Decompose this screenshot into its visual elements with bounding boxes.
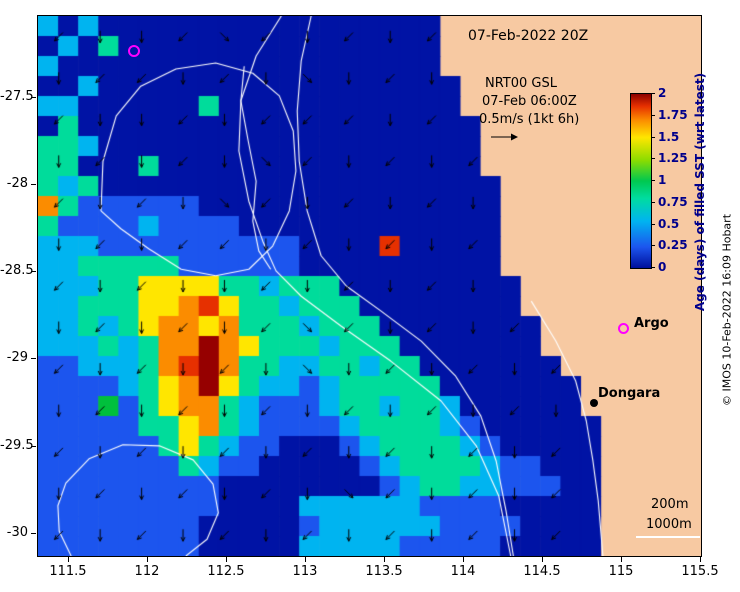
colorbar-tick-label-2: 2 <box>658 86 667 100</box>
colorbar-tick-mark-0.5 <box>651 223 655 225</box>
scale-arrow-icon <box>491 133 518 141</box>
colorbar-tick-label-1.25: 1.25 <box>658 151 688 166</box>
y-tick-label--27.5: -27.5 <box>0 88 34 104</box>
vector-scale-annotation: 0.5m/s (1kt 6h) <box>479 112 580 127</box>
x-tick-label-115: 115 <box>608 564 634 579</box>
x-tick-mark-111.5 <box>67 557 69 562</box>
x-tick-label-112: 112 <box>134 564 160 579</box>
colorbar-tick-mark-1.25 <box>651 158 655 160</box>
y-tick-mark--29 <box>31 358 36 360</box>
colorbar-tick-label-0: 0 <box>658 260 667 274</box>
colorbar-tick-label-1: 1 <box>658 173 667 187</box>
x-tick-mark-114.5 <box>541 557 543 562</box>
argo-float-marker <box>128 44 141 57</box>
colorbar-tick-mark-0.25 <box>651 245 655 247</box>
depth-1000m-label: 1000m <box>646 517 692 532</box>
x-tick-mark-114 <box>462 557 464 562</box>
y-tick-label--28: -28 <box>6 176 28 192</box>
depth-200m-label: 200m <box>651 497 689 512</box>
argo-legend-circle-icon <box>618 323 629 334</box>
x-tick-label-114: 114 <box>450 564 476 579</box>
x-tick-mark-113.5 <box>383 557 385 562</box>
x-tick-label-113: 113 <box>292 564 318 579</box>
copyright-text: © IMOS 10-Feb-2022 16:09 Hobart <box>720 213 734 407</box>
colorbar-tick-mark-1.5 <box>651 136 655 138</box>
y-tick-mark--29.5 <box>31 445 36 447</box>
y-tick-mark--27.5 <box>31 96 36 98</box>
x-tick-label-111.5: 111.5 <box>49 564 87 579</box>
y-tick-label--29.5: -29.5 <box>0 437 34 453</box>
colorbar-tick-mark-1.75 <box>651 114 655 116</box>
colorbar <box>630 93 652 269</box>
depth-contour-sample-line <box>636 536 700 538</box>
colorbar-tick-label-1.5: 1.5 <box>658 129 680 144</box>
sst-age-map-canvas <box>38 16 701 556</box>
x-tick-mark-112 <box>146 557 148 562</box>
x-tick-mark-113 <box>304 557 306 562</box>
y-tick-mark--30 <box>31 532 36 534</box>
colorbar-tick-mark-1 <box>651 180 655 181</box>
x-tick-mark-115 <box>620 557 622 562</box>
y-tick-label--29: -29 <box>6 350 28 366</box>
dongara-marker <box>590 399 599 408</box>
colorbar-tick-label-0.75: 0.75 <box>658 194 688 209</box>
x-tick-label-112.5: 112.5 <box>207 564 245 579</box>
y-tick-label--28.5: -28.5 <box>0 263 34 279</box>
x-tick-mark-112.5 <box>225 557 227 562</box>
colorbar-tick-mark-0 <box>651 267 655 268</box>
argo-legend-label: Argo <box>634 316 669 331</box>
y-tick-mark--28 <box>31 184 36 186</box>
x-tick-label-113.5: 113.5 <box>365 564 403 579</box>
map-plot-area: 07-Feb-2022 20Z NRT00 GSL 07-Feb 06:00Z … <box>37 15 707 557</box>
datetime-annotation: 07-Feb-2022 20Z <box>468 28 589 44</box>
x-tick-label-114.5: 114.5 <box>523 564 561 579</box>
colorbar-tick-label-0.25: 0.25 <box>658 238 688 253</box>
y-tick-label--30: -30 <box>6 524 28 540</box>
dongara-label: Dongara <box>598 386 661 401</box>
model-name-annotation: NRT00 GSL <box>485 76 557 91</box>
model-time-annotation: 07-Feb 06:00Z <box>482 94 577 109</box>
colorbar-label: Age (days) of filled SST (wrt latest) <box>693 72 707 312</box>
y-tick-mark--28.5 <box>31 271 36 273</box>
colorbar-tick-label-0.5: 0.5 <box>658 216 680 231</box>
colorbar-tick-label-1.75: 1.75 <box>658 107 688 122</box>
colorbar-tick-mark-0.75 <box>651 201 655 203</box>
x-tick-label-115.5: 115.5 <box>681 564 719 579</box>
colorbar-tick-mark-2 <box>651 93 655 94</box>
x-tick-mark-115.5 <box>700 557 701 562</box>
